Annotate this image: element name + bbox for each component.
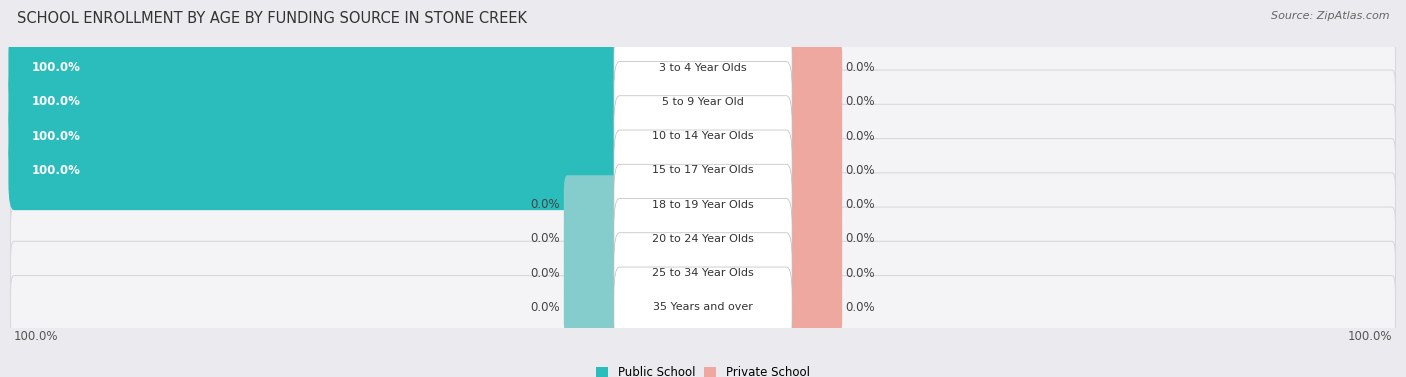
Text: 25 to 34 Year Olds: 25 to 34 Year Olds	[652, 268, 754, 278]
Text: SCHOOL ENROLLMENT BY AGE BY FUNDING SOURCE IN STONE CREEK: SCHOOL ENROLLMENT BY AGE BY FUNDING SOUR…	[17, 11, 527, 26]
Text: 100.0%: 100.0%	[31, 95, 80, 109]
FancyBboxPatch shape	[614, 130, 792, 211]
FancyBboxPatch shape	[8, 97, 626, 176]
Text: 0.0%: 0.0%	[845, 301, 876, 314]
Text: 0.0%: 0.0%	[845, 164, 876, 177]
Text: 35 Years and over: 35 Years and over	[652, 302, 754, 313]
FancyBboxPatch shape	[783, 38, 842, 97]
Text: 5 to 9 Year Old: 5 to 9 Year Old	[662, 97, 744, 107]
FancyBboxPatch shape	[783, 175, 842, 234]
FancyBboxPatch shape	[8, 62, 626, 142]
FancyBboxPatch shape	[10, 139, 1396, 202]
FancyBboxPatch shape	[564, 244, 623, 303]
Legend: Public School, Private School: Public School, Private School	[592, 362, 814, 377]
Text: 0.0%: 0.0%	[530, 301, 561, 314]
Text: 100.0%: 100.0%	[31, 164, 80, 177]
FancyBboxPatch shape	[10, 276, 1396, 339]
Text: 100.0%: 100.0%	[31, 61, 80, 74]
FancyBboxPatch shape	[614, 27, 792, 108]
FancyBboxPatch shape	[783, 278, 842, 337]
Text: 0.0%: 0.0%	[845, 267, 876, 280]
Text: 0.0%: 0.0%	[845, 130, 876, 143]
FancyBboxPatch shape	[614, 164, 792, 245]
Text: 18 to 19 Year Olds: 18 to 19 Year Olds	[652, 200, 754, 210]
FancyBboxPatch shape	[10, 241, 1396, 305]
FancyBboxPatch shape	[783, 244, 842, 303]
Text: 100.0%: 100.0%	[1347, 330, 1392, 343]
FancyBboxPatch shape	[10, 70, 1396, 134]
Text: 100.0%: 100.0%	[14, 330, 59, 343]
Text: 20 to 24 Year Olds: 20 to 24 Year Olds	[652, 234, 754, 244]
Text: 0.0%: 0.0%	[845, 61, 876, 74]
Text: 0.0%: 0.0%	[845, 95, 876, 109]
Text: 0.0%: 0.0%	[845, 233, 876, 245]
FancyBboxPatch shape	[10, 104, 1396, 168]
Text: 100.0%: 100.0%	[31, 130, 80, 143]
FancyBboxPatch shape	[783, 141, 842, 200]
Text: Source: ZipAtlas.com: Source: ZipAtlas.com	[1271, 11, 1389, 21]
Text: 0.0%: 0.0%	[530, 233, 561, 245]
FancyBboxPatch shape	[783, 72, 842, 131]
FancyBboxPatch shape	[783, 107, 842, 166]
FancyBboxPatch shape	[10, 207, 1396, 271]
FancyBboxPatch shape	[10, 173, 1396, 236]
Text: 3 to 4 Year Olds: 3 to 4 Year Olds	[659, 63, 747, 73]
FancyBboxPatch shape	[8, 28, 626, 107]
Text: 15 to 17 Year Olds: 15 to 17 Year Olds	[652, 166, 754, 175]
FancyBboxPatch shape	[614, 233, 792, 314]
FancyBboxPatch shape	[614, 199, 792, 279]
FancyBboxPatch shape	[564, 175, 623, 234]
FancyBboxPatch shape	[564, 210, 623, 268]
Text: 10 to 14 Year Olds: 10 to 14 Year Olds	[652, 131, 754, 141]
FancyBboxPatch shape	[10, 36, 1396, 100]
FancyBboxPatch shape	[614, 96, 792, 176]
FancyBboxPatch shape	[614, 267, 792, 348]
Text: 0.0%: 0.0%	[530, 198, 561, 211]
FancyBboxPatch shape	[614, 61, 792, 143]
FancyBboxPatch shape	[8, 131, 626, 210]
FancyBboxPatch shape	[564, 278, 623, 337]
Text: 0.0%: 0.0%	[845, 198, 876, 211]
Text: 0.0%: 0.0%	[530, 267, 561, 280]
FancyBboxPatch shape	[783, 210, 842, 268]
